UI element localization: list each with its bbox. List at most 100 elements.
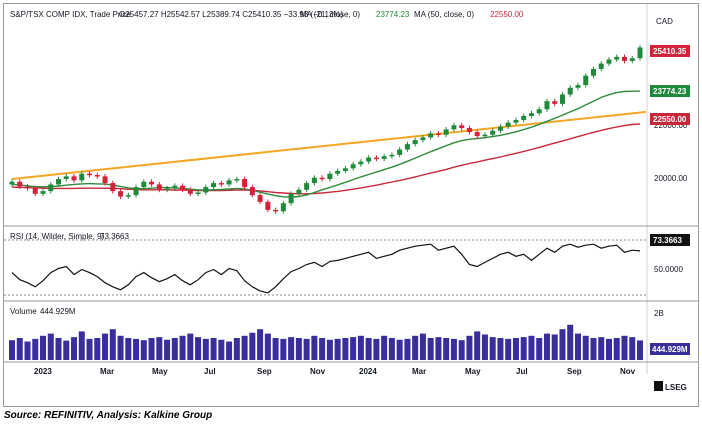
volume-bar [264, 333, 271, 360]
volume-value: 444.929M [40, 307, 76, 316]
candle-body [474, 132, 480, 137]
volume-bar [133, 338, 140, 360]
candle-body [505, 122, 511, 127]
lseg-logo-icon [654, 381, 663, 391]
svg-text:73.3663: 73.3663 [653, 236, 682, 245]
candle-body [389, 154, 395, 157]
candle-body [211, 183, 217, 188]
candle [94, 172, 100, 179]
volume-bar [148, 338, 155, 360]
candle-body [40, 191, 46, 194]
volume-bar [559, 329, 566, 360]
volume-bar [272, 338, 279, 360]
candle [63, 173, 69, 182]
candle [40, 188, 46, 197]
candle [575, 82, 581, 91]
currency-label: CAD [656, 17, 673, 26]
candle-body [404, 144, 410, 150]
rsi-line-layer [11, 243, 641, 294]
candle [544, 98, 550, 112]
ma50-value: 22550.00 [490, 10, 524, 19]
candle [412, 137, 418, 147]
time-axis-label: Nov [620, 367, 636, 376]
moving-average-layer [11, 90, 641, 198]
volume-bar [520, 337, 527, 360]
candle-body [257, 195, 263, 202]
ma21-value: 23774.23 [376, 10, 410, 19]
candle [141, 179, 147, 190]
candle-body [125, 195, 131, 197]
candle-body [234, 179, 240, 181]
volume-bar [443, 338, 450, 360]
time-axis-label: Sep [257, 367, 272, 376]
volume-bar [187, 333, 194, 360]
candle-body [490, 130, 496, 135]
candle [482, 132, 488, 139]
volume-bar [613, 338, 620, 360]
candle-body [87, 173, 93, 176]
candle [218, 180, 224, 187]
candle-body [521, 115, 527, 120]
volume-bar [156, 337, 163, 360]
candle-body [172, 185, 178, 189]
candle [125, 192, 131, 199]
volume-bar [311, 335, 318, 360]
candle-body [621, 56, 627, 61]
volume-bar [474, 331, 481, 360]
volume-bar [78, 331, 85, 360]
volume-bar [47, 333, 54, 360]
candle-body [327, 173, 333, 180]
volume-bar [598, 337, 605, 360]
candle [335, 168, 341, 177]
time-axis-label: Nov [310, 367, 326, 376]
time-axis-label: Mar [100, 367, 114, 376]
candle [226, 177, 232, 187]
candle-body [552, 101, 558, 104]
trendline-layer [11, 110, 647, 181]
volume-bar [326, 339, 333, 360]
candle-body [443, 129, 449, 135]
time-axis-label: Mar [412, 367, 426, 376]
price-chart[interactable]: S&P/TSX COMP IDX, Trade Price O25457.27 … [4, 4, 698, 406]
volume-bar [16, 338, 23, 360]
candle [118, 188, 124, 199]
candle [404, 141, 410, 152]
volume-bar [350, 337, 357, 360]
candle [164, 186, 170, 193]
volume-bar [396, 339, 403, 360]
candle [71, 173, 77, 183]
volume-label: Volume [10, 307, 37, 316]
ma21-label: MA (21, close, 0) [300, 10, 360, 19]
candle [567, 85, 573, 97]
candle [25, 184, 31, 191]
candle-body [102, 176, 108, 184]
candle-body [242, 179, 248, 188]
candle-body [482, 134, 488, 137]
candle-body [195, 192, 201, 194]
candle [48, 181, 54, 194]
candlestick-layer [9, 45, 643, 214]
svg-text:25410.35: 25410.35 [653, 47, 687, 56]
volume-bar [528, 335, 535, 360]
volume-bar [218, 339, 225, 360]
candle-body [25, 186, 31, 189]
volume-bar [574, 333, 581, 360]
candle-body [133, 187, 139, 196]
volume-bar [412, 335, 419, 360]
volume-bars-layer [9, 324, 643, 360]
volume-bar [210, 338, 217, 360]
candle [156, 181, 162, 193]
last-price-tag: 25410.35 [650, 45, 690, 57]
volume-bar [179, 335, 186, 360]
candle [366, 155, 372, 165]
candle-body [273, 209, 279, 212]
candle-body [397, 149, 403, 155]
source-caption: Source: REFINITIV, Analysis: Kalkine Gro… [4, 410, 213, 421]
candle-body [435, 133, 441, 135]
candle [358, 159, 364, 167]
candle-body [513, 119, 519, 123]
candle [637, 45, 643, 61]
candle-body [203, 187, 209, 193]
candle [133, 184, 139, 198]
candle [195, 190, 201, 197]
